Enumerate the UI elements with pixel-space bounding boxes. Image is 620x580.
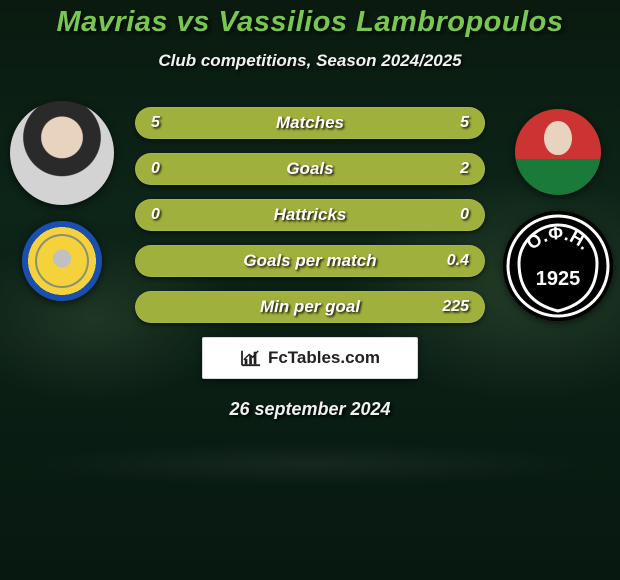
club-left-badge [22,221,102,301]
generated-date: 26 september 2024 [0,399,620,420]
card-content: Mavrias vs Vassilios Lambropoulos Club c… [0,0,620,420]
stat-row: 0Goals2 [135,153,485,185]
stat-row: 5Matches5 [135,107,485,139]
player-left-avatar [10,101,114,205]
player-right-avatar [515,109,601,195]
stat-right-value: 2 [460,160,469,178]
season-subtitle: Club competitions, Season 2024/2025 [0,51,620,71]
stat-right-value: 0.4 [447,252,469,270]
brand-footer: FcTables.com [202,337,418,379]
club-right-badge: Ο.Φ.Η. 1925 [503,211,613,321]
stats-table: 5Matches50Goals20Hattricks0Goals per mat… [135,107,485,323]
brand-text: FcTables.com [268,348,380,368]
main-row: 5Matches50Goals20Hattricks0Goals per mat… [0,101,620,323]
stat-label: Goals per match [135,251,485,271]
left-player-column [7,101,117,301]
comparison-title: Mavrias vs Vassilios Lambropoulos [0,6,620,39]
stat-label: Min per goal [135,297,485,317]
stat-right-value: 5 [460,114,469,132]
stat-label: Matches [135,113,485,133]
stat-row: 0Hattricks0 [135,199,485,231]
stat-right-value: 225 [442,298,469,316]
stat-row: Min per goal225 [135,291,485,323]
stat-row: Goals per match0.4 [135,245,485,277]
stat-label: Goals [135,159,485,179]
stat-label: Hattricks [135,205,485,225]
chart-icon [240,349,262,367]
club-right-year: 1925 [536,268,581,290]
right-player-column: Ο.Φ.Η. 1925 [503,109,613,321]
stat-right-value: 0 [460,206,469,224]
